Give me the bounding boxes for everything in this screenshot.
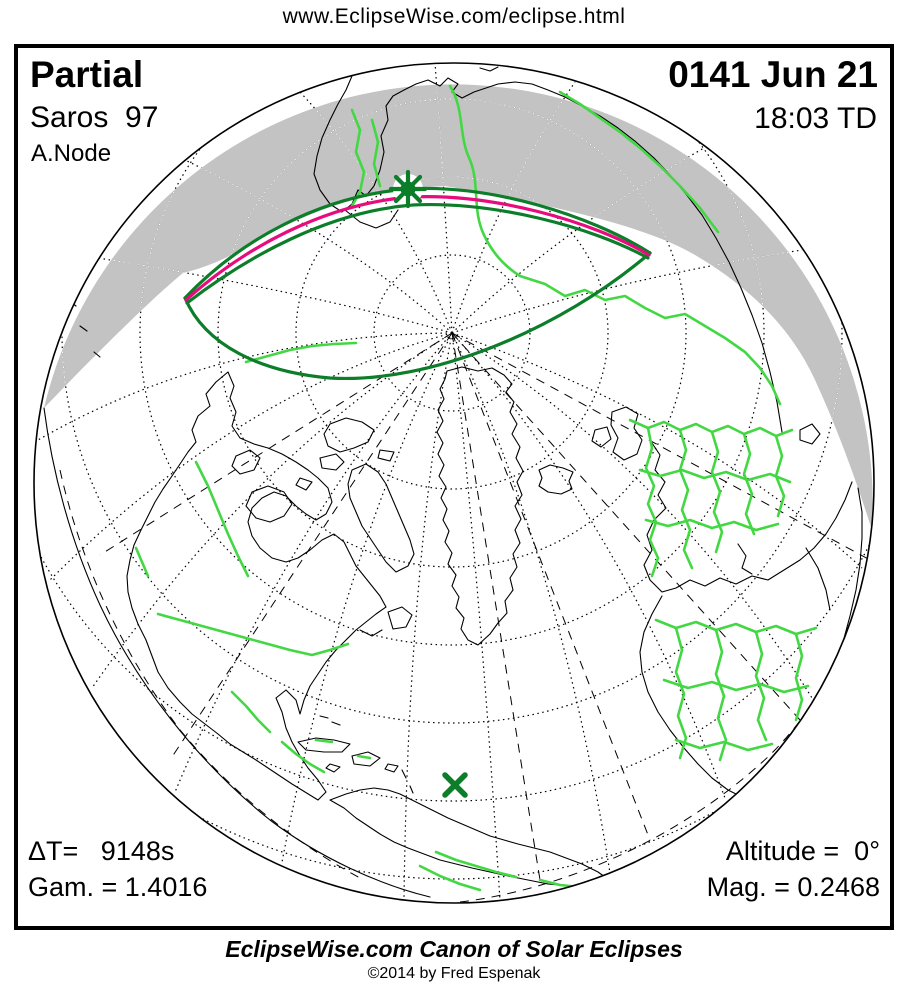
eclipse-map	[33, 62, 875, 904]
node-label: A.Node	[31, 140, 112, 167]
saros-label: Saros 97	[30, 101, 159, 134]
country-borders	[134, 84, 818, 892]
delta-t-value: ΔT= 9148s	[28, 836, 175, 866]
altitude-value: Altitude = 0°	[725, 836, 880, 866]
terminator-arc	[43, 407, 431, 898]
url-header: www.EclipseWise.com/eclipse.html	[282, 5, 626, 28]
magnitude-value: Mag. = 0.2468	[706, 872, 880, 902]
greatest-eclipse-marker	[388, 169, 428, 209]
gamma-value: Gam. = 1.4016	[28, 872, 208, 902]
footer-title: EclipseWise.com Canon of Solar Eclipses	[225, 936, 683, 962]
eclipse-type-label: Partial	[30, 54, 144, 95]
footer-copyright: ©2014 by Fred Espenak	[367, 965, 541, 982]
eclipse-time: 18:03 TD	[754, 102, 877, 135]
globe	[34, 63, 874, 903]
eclipse-date: 0141 Jun 21	[668, 54, 878, 95]
subsolar-x-marker	[442, 772, 468, 798]
globe-rim	[33, 62, 875, 904]
penumbra-limit-lower	[183, 251, 652, 381]
sunrise-sunset-inner-line	[185, 202, 650, 305]
terminator-dashed-right	[459, 539, 872, 903]
terminator-dashed-left	[59, 469, 361, 879]
